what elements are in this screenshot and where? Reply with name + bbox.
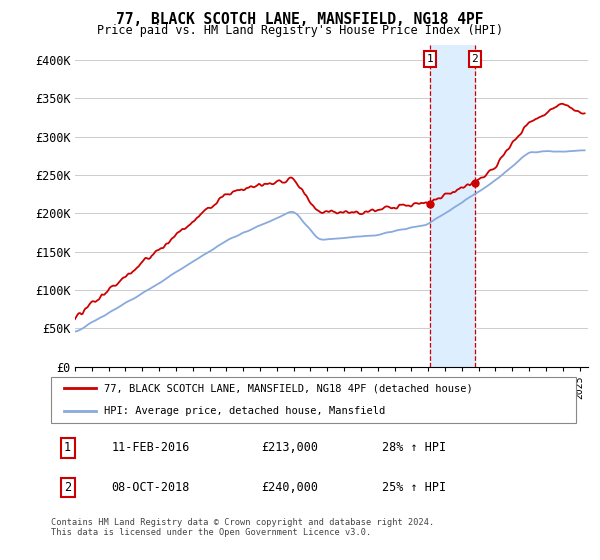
Text: Contains HM Land Registry data © Crown copyright and database right 2024.
This d: Contains HM Land Registry data © Crown c… xyxy=(51,518,434,538)
Text: 11-FEB-2016: 11-FEB-2016 xyxy=(112,441,190,454)
Text: 77, BLACK SCOTCH LANE, MANSFIELD, NG18 4PF: 77, BLACK SCOTCH LANE, MANSFIELD, NG18 4… xyxy=(116,12,484,27)
Text: HPI: Average price, detached house, Mansfield: HPI: Average price, detached house, Mans… xyxy=(104,407,385,416)
Text: 2: 2 xyxy=(64,481,71,494)
Bar xyxy=(430,45,475,367)
FancyBboxPatch shape xyxy=(51,377,576,423)
Text: £213,000: £213,000 xyxy=(261,441,318,454)
Text: 2: 2 xyxy=(472,54,478,64)
Text: 1: 1 xyxy=(427,54,433,64)
Text: 28% ↑ HPI: 28% ↑ HPI xyxy=(382,441,446,454)
Text: 25% ↑ HPI: 25% ↑ HPI xyxy=(382,481,446,494)
Text: 77, BLACK SCOTCH LANE, MANSFIELD, NG18 4PF (detached house): 77, BLACK SCOTCH LANE, MANSFIELD, NG18 4… xyxy=(104,384,472,393)
Text: 08-OCT-2018: 08-OCT-2018 xyxy=(112,481,190,494)
Text: 1: 1 xyxy=(64,441,71,454)
Text: Price paid vs. HM Land Registry's House Price Index (HPI): Price paid vs. HM Land Registry's House … xyxy=(97,24,503,37)
Text: £240,000: £240,000 xyxy=(261,481,318,494)
